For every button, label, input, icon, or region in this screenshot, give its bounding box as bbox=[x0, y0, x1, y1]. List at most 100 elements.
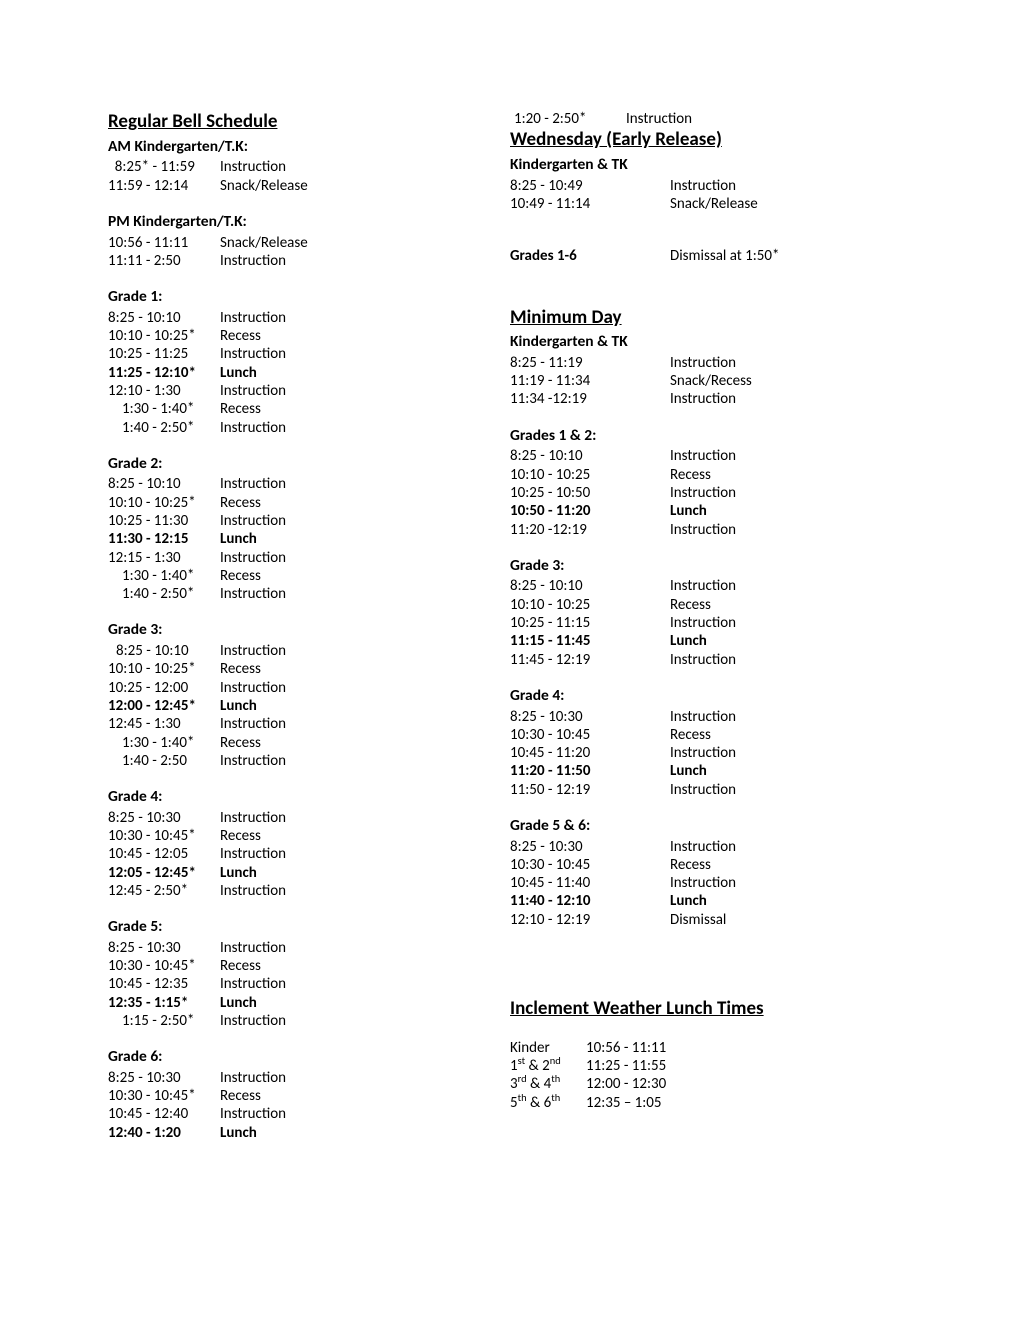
inclement-time: 11:25 - 11:55 bbox=[586, 1057, 666, 1075]
schedule-label: Instruction bbox=[220, 715, 286, 733]
regular-block-header: PM Kindergarten/T.K: bbox=[108, 213, 500, 232]
right-column: 1:20 - 2:50* Instruction Wednesday (Earl… bbox=[500, 110, 1000, 1160]
schedule-time: 10:25 - 11:15 bbox=[510, 614, 670, 632]
schedule-label: Instruction bbox=[670, 651, 736, 669]
schedule-label: Instruction bbox=[670, 177, 736, 195]
schedule-label: Instruction bbox=[220, 1012, 286, 1030]
schedule-time: 1:15 - 2:50* bbox=[108, 1012, 220, 1030]
schedule-label: Instruction bbox=[220, 679, 286, 697]
schedule-time: 8:25 - 10:10 bbox=[108, 309, 220, 327]
schedule-label: Snack/Recess bbox=[670, 372, 752, 390]
schedule-label: Recess bbox=[220, 400, 261, 418]
minimum-block: Grades 1 & 2:8:25 - 10:10Instruction10:1… bbox=[510, 427, 1000, 539]
minimum-block: Grade 4:8:25 - 10:30Instruction10:30 - 1… bbox=[510, 687, 1000, 799]
schedule-row: 8:25 - 10:10Instruction bbox=[108, 475, 500, 493]
schedule-row: 1:15 - 2:50*Instruction bbox=[108, 1012, 500, 1030]
wednesday-kinder-block: Kindergarten & TK 8:25 - 10:49Instructio… bbox=[510, 156, 1000, 213]
schedule-time: 11:20 - 11:50 bbox=[510, 762, 670, 780]
schedule-label: Recess bbox=[220, 1087, 261, 1105]
schedule-row: 1:40 - 2:50*Instruction bbox=[108, 419, 500, 437]
schedule-label: Recess bbox=[220, 567, 261, 585]
regular-block-header: Grade 6: bbox=[108, 1048, 500, 1067]
schedule-label: Lunch bbox=[670, 502, 707, 520]
minimum-block-header: Grade 3: bbox=[510, 557, 1000, 576]
schedule-label: Instruction bbox=[670, 354, 736, 372]
inclement-time: 12:00 - 12:30 bbox=[586, 1075, 666, 1093]
schedule-label: Instruction bbox=[220, 1069, 286, 1087]
schedule-row: 10:30 - 10:45Recess bbox=[510, 856, 1000, 874]
minimum-block-header: Grade 4: bbox=[510, 687, 1000, 706]
schedule-label: Lunch bbox=[220, 697, 257, 715]
schedule-row: 11:45 - 12:19Instruction bbox=[510, 651, 1000, 669]
schedule-label: Instruction bbox=[220, 642, 286, 660]
regular-block: Grade 5:8:25 - 10:30Instruction10:30 - 1… bbox=[108, 918, 500, 1030]
schedule-time: 10:45 - 12:40 bbox=[108, 1105, 220, 1123]
schedule-label: Instruction bbox=[670, 390, 736, 408]
minimum-block: Kindergarten & TK8:25 - 11:19Instruction… bbox=[510, 333, 1000, 408]
wednesday-title: Wednesday (Early Release) bbox=[510, 128, 1000, 152]
schedule-time: 10:45 - 12:35 bbox=[108, 975, 220, 993]
regular-block: Grade 1:8:25 - 10:10Instruction10:10 - 1… bbox=[108, 288, 500, 437]
schedule-time: 10:45 - 12:05 bbox=[108, 845, 220, 863]
schedule-label: Recess bbox=[220, 660, 261, 678]
minimum-block: Grade 5 & 6:8:25 - 10:30Instruction10:30… bbox=[510, 817, 1000, 929]
schedule-label: Instruction bbox=[220, 882, 286, 900]
inclement-time: 10:56 - 11:11 bbox=[586, 1039, 666, 1057]
schedule-label: Recess bbox=[220, 827, 261, 845]
schedule-label: Lunch bbox=[670, 892, 707, 910]
top-right-label: Instruction bbox=[626, 110, 692, 128]
schedule-time: 11:59 - 12:14 bbox=[108, 177, 220, 195]
schedule-label: Instruction bbox=[220, 752, 286, 770]
schedule-label: Recess bbox=[220, 327, 261, 345]
schedule-label: Instruction bbox=[220, 475, 286, 493]
schedule-time: 10:45 - 11:40 bbox=[510, 874, 670, 892]
schedule-row: 10:45 - 11:20Instruction bbox=[510, 744, 1000, 762]
schedule-time: 10:45 - 11:20 bbox=[510, 744, 670, 762]
schedule-row: 8:25 - 10:30Instruction bbox=[108, 939, 500, 957]
schedule-row: 10:45 - 12:35Instruction bbox=[108, 975, 500, 993]
schedule-label: Instruction bbox=[220, 975, 286, 993]
inclement-row: 3rd & 4th12:00 - 12:30 bbox=[510, 1075, 1000, 1093]
schedule-row: 12:45 - 2:50*Instruction bbox=[108, 882, 500, 900]
schedule-row: 10:10 - 10:25*Recess bbox=[108, 660, 500, 678]
page: Regular Bell Schedule AM Kindergarten/T.… bbox=[0, 0, 1020, 1320]
schedule-label: Instruction bbox=[220, 158, 286, 176]
schedule-label: Instruction bbox=[670, 838, 736, 856]
schedule-row: 11:30 - 12:15Lunch bbox=[108, 530, 500, 548]
regular-title: Regular Bell Schedule bbox=[108, 110, 500, 134]
schedule-time: 1:40 - 2:50* bbox=[108, 419, 220, 437]
schedule-row: 11:20 -12:19Instruction bbox=[510, 521, 1000, 539]
schedule-row: 12:15 - 1:30Instruction bbox=[108, 549, 500, 567]
inclement-time: 12:35 – 1:05 bbox=[586, 1094, 662, 1112]
schedule-label: Instruction bbox=[670, 744, 736, 762]
schedule-label: Instruction bbox=[220, 252, 286, 270]
schedule-row: 11:34 -12:19Instruction bbox=[510, 390, 1000, 408]
schedule-row: 10:45 - 11:40Instruction bbox=[510, 874, 1000, 892]
schedule-time: 8:25 - 10:30 bbox=[108, 1069, 220, 1087]
schedule-time: 12:45 - 2:50* bbox=[108, 882, 220, 900]
schedule-time: 10:30 - 10:45 bbox=[510, 726, 670, 744]
schedule-time: 1:30 - 1:40* bbox=[108, 567, 220, 585]
schedule-time: 12:15 - 1:30 bbox=[108, 549, 220, 567]
schedule-label: Instruction bbox=[670, 874, 736, 892]
schedule-row: 8:25* - 11:59Instruction bbox=[108, 158, 500, 176]
schedule-row: 10:25 - 11:30Instruction bbox=[108, 512, 500, 530]
schedule-label: Recess bbox=[220, 494, 261, 512]
schedule-time: 12:05 - 12:45* bbox=[108, 864, 220, 882]
schedule-time: 11:15 - 11:45 bbox=[510, 632, 670, 650]
schedule-time: 10:25 - 12:00 bbox=[108, 679, 220, 697]
schedule-label: Instruction bbox=[220, 309, 286, 327]
schedule-label: Recess bbox=[670, 466, 711, 484]
schedule-row: 8:25 - 10:10Instruction bbox=[108, 642, 500, 660]
schedule-label: Recess bbox=[670, 856, 711, 874]
regular-block-header: Grade 3: bbox=[108, 621, 500, 640]
schedule-time: 11:34 -12:19 bbox=[510, 390, 670, 408]
schedule-label: Recess bbox=[220, 957, 261, 975]
inclement-row: 1st & 2nd11:25 - 11:55 bbox=[510, 1057, 1000, 1075]
schedule-row: 10:10 - 10:25*Recess bbox=[108, 327, 500, 345]
schedule-time: 11:40 - 12:10 bbox=[510, 892, 670, 910]
schedule-time: 12:45 - 1:30 bbox=[108, 715, 220, 733]
schedule-row: 8:25 - 10:30Instruction bbox=[108, 1069, 500, 1087]
schedule-time: 12:40 - 1:20 bbox=[108, 1124, 220, 1142]
schedule-row: 12:10 - 12:19Dismissal bbox=[510, 911, 1000, 929]
